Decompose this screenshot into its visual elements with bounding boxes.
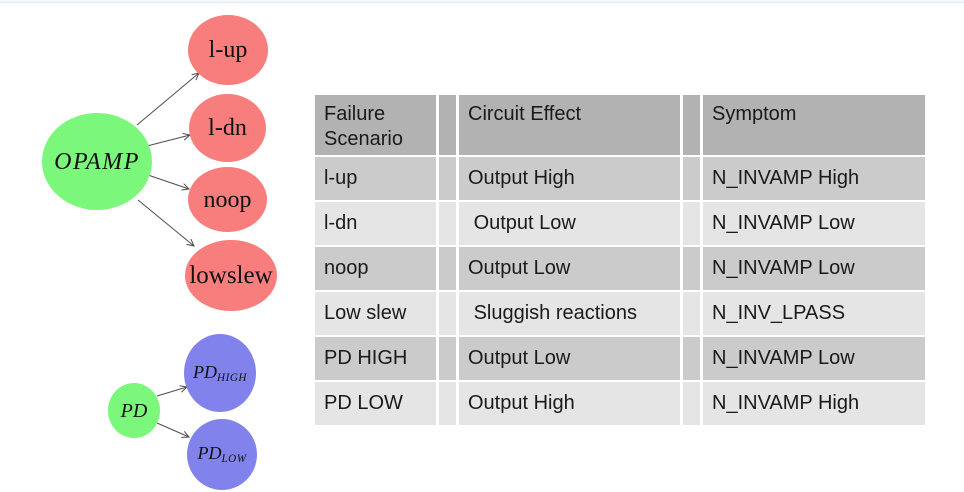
node-pd-low-label-main: PD bbox=[197, 443, 222, 464]
node-pd-high-label: PDHIGH bbox=[193, 363, 247, 384]
cell-effect: Output Low bbox=[459, 337, 680, 380]
table-spacer-cell bbox=[439, 202, 456, 245]
cell-symptom: N_INVAMP High bbox=[703, 157, 925, 200]
node-l-dn-label: l-dn bbox=[208, 115, 247, 141]
cell-scenario: PD HIGH bbox=[315, 337, 436, 380]
table-spacer-cell bbox=[683, 95, 700, 155]
node-opamp: OPAMP bbox=[42, 113, 152, 210]
table-spacer-cell bbox=[683, 247, 700, 290]
node-pd-high: PDHIGH bbox=[184, 334, 256, 412]
node-noop-label: noop bbox=[203, 186, 252, 213]
node-pd-high-label-subscript: HIGH bbox=[217, 371, 247, 384]
column-header-circuit-effect: Circuit Effect bbox=[459, 95, 680, 155]
cell-scenario: l-up bbox=[315, 157, 436, 200]
table-spacer-cell bbox=[683, 202, 700, 245]
cell-effect: Output Low bbox=[459, 247, 680, 290]
failure-scenario-table: Failure Scenario Circuit Effect Symptom … bbox=[315, 95, 925, 425]
node-l-dn: l-dn bbox=[189, 94, 266, 162]
cell-symptom: N_INVAMP Low bbox=[703, 202, 925, 245]
table-spacer-cell bbox=[439, 292, 456, 335]
node-pd-low-label: PDLOW bbox=[197, 444, 246, 465]
cell-effect: Output Low bbox=[459, 202, 680, 245]
column-header-symptom: Symptom bbox=[703, 95, 925, 155]
cell-scenario: noop bbox=[315, 247, 436, 290]
node-lowslew: lowslew bbox=[185, 240, 277, 311]
node-lowslew-label: lowslew bbox=[189, 262, 273, 289]
table-spacer-cell bbox=[683, 157, 700, 200]
table-spacer-cell bbox=[683, 382, 700, 425]
edge-opamp-to-l-dn bbox=[146, 135, 190, 147]
cell-effect: Sluggish reactions bbox=[459, 292, 680, 335]
table-spacer-cell bbox=[439, 95, 456, 155]
cell-effect: Output High bbox=[459, 157, 680, 200]
table-spacer-cell bbox=[439, 247, 456, 290]
node-l-up-label: l-up bbox=[208, 37, 248, 63]
edge-pd-to-pdhigh bbox=[156, 387, 187, 397]
node-pd-label: PD bbox=[120, 399, 148, 422]
node-l-up: l-up bbox=[188, 15, 268, 85]
cell-symptom: N_INVAMP Low bbox=[703, 337, 925, 380]
cell-scenario: Low slew bbox=[315, 292, 436, 335]
edge-pd-to-pdlow bbox=[156, 422, 189, 437]
cell-symptom: N_INVAMP Low bbox=[703, 247, 925, 290]
window-top-edge bbox=[0, 0, 964, 3]
cell-effect: Output High bbox=[459, 382, 680, 425]
cell-symptom: N_INVAMP High bbox=[703, 382, 925, 425]
cell-symptom: N_INV_LPASS bbox=[703, 292, 925, 335]
node-pd: PD bbox=[108, 383, 160, 438]
table-spacer-cell bbox=[439, 157, 456, 200]
table-spacer-cell bbox=[683, 337, 700, 380]
table-spacer-cell bbox=[683, 292, 700, 335]
node-pd-high-label-main: PD bbox=[193, 361, 218, 382]
table-spacer-cell bbox=[439, 382, 456, 425]
node-pd-low: PDLOW bbox=[187, 419, 257, 490]
column-header-failure-scenario: Failure Scenario bbox=[315, 95, 436, 155]
node-noop: noop bbox=[188, 167, 267, 232]
cell-scenario: l-dn bbox=[315, 202, 436, 245]
cell-scenario: PD LOW bbox=[315, 382, 436, 425]
edge-opamp-to-noop bbox=[147, 174, 189, 189]
node-pd-low-label-subscript: LOW bbox=[221, 452, 247, 465]
table-spacer-cell bbox=[439, 337, 456, 380]
edge-opamp-to-lowslew bbox=[137, 199, 194, 246]
node-opamp-label: OPAMP bbox=[54, 148, 140, 175]
